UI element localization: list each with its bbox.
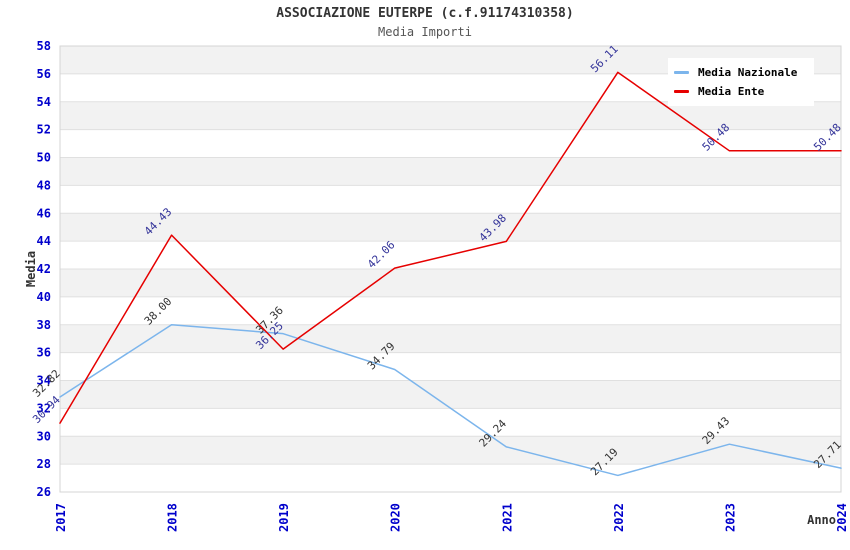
series-line-0 <box>59 324 842 477</box>
x-tick-label: 2018 <box>166 503 180 532</box>
y-tick-label: 38 <box>37 318 51 332</box>
y-tick-label: 28 <box>37 457 51 471</box>
plot-band <box>60 296 841 325</box>
x-axis-title: Anno <box>807 513 836 527</box>
y-tick-label: 42 <box>37 262 51 276</box>
y-tick-label: 48 <box>37 178 51 192</box>
legend-label: Media Nazionale <box>698 66 798 79</box>
plot-border <box>59 45 842 493</box>
plot-band <box>60 129 841 158</box>
plot-band <box>60 380 841 409</box>
y-tick-label: 56 <box>37 67 51 81</box>
plot-band <box>60 185 841 214</box>
plot-band <box>60 101 841 130</box>
y-tick-label: 44 <box>37 234 51 248</box>
y-tick-label: 34 <box>37 374 51 388</box>
x-tick-label: 2024 <box>835 503 849 532</box>
chart-title: ASSOCIAZIONE EUTERPE (c.f.91174310358) <box>276 6 574 21</box>
plot-band <box>60 213 841 242</box>
legend-item-media-nazionale: Media Nazionale <box>674 63 808 82</box>
legend-label: Media Ente <box>698 85 765 98</box>
y-tick-label: 46 <box>37 206 51 220</box>
plot-band <box>60 408 841 437</box>
series-line-1 <box>59 71 842 424</box>
y-tick-label: 54 <box>37 95 51 109</box>
x-tick-label: 2017 <box>54 503 68 532</box>
y-tick-label: 32 <box>37 401 51 415</box>
y-tick-label: 52 <box>37 123 51 137</box>
y-tick-label: 26 <box>37 485 51 499</box>
legend: Media Nazionale Media Ente <box>668 58 814 106</box>
x-tick-label: 2019 <box>277 503 291 532</box>
chart-subtitle: Media Importi <box>378 25 472 39</box>
y-tick-label: 58 <box>37 39 51 53</box>
plot-band <box>60 464 841 492</box>
x-tick-label: 2022 <box>612 503 626 532</box>
y-tick-label: 40 <box>37 290 51 304</box>
y-tick-label: 36 <box>37 346 51 360</box>
legend-item-media-ente: Media Ente <box>674 82 808 101</box>
plot-band <box>60 352 841 381</box>
data-point-label: 30.94 <box>30 393 63 426</box>
data-point-label: 32.82 <box>30 367 63 400</box>
plot-band <box>60 157 841 186</box>
legend-swatch-red-line <box>674 90 689 93</box>
x-tick-label: 2023 <box>723 503 737 532</box>
plot-band <box>60 269 841 297</box>
plot-band <box>60 436 841 465</box>
y-tick-label: 50 <box>37 151 51 165</box>
x-tick-label: 2021 <box>500 503 514 532</box>
x-tick-label: 2020 <box>389 503 403 532</box>
legend-swatch-blue-line <box>674 71 689 74</box>
y-axis-title: Media <box>24 250 38 288</box>
plot-band <box>60 324 841 353</box>
y-tick-label: 30 <box>37 429 51 443</box>
